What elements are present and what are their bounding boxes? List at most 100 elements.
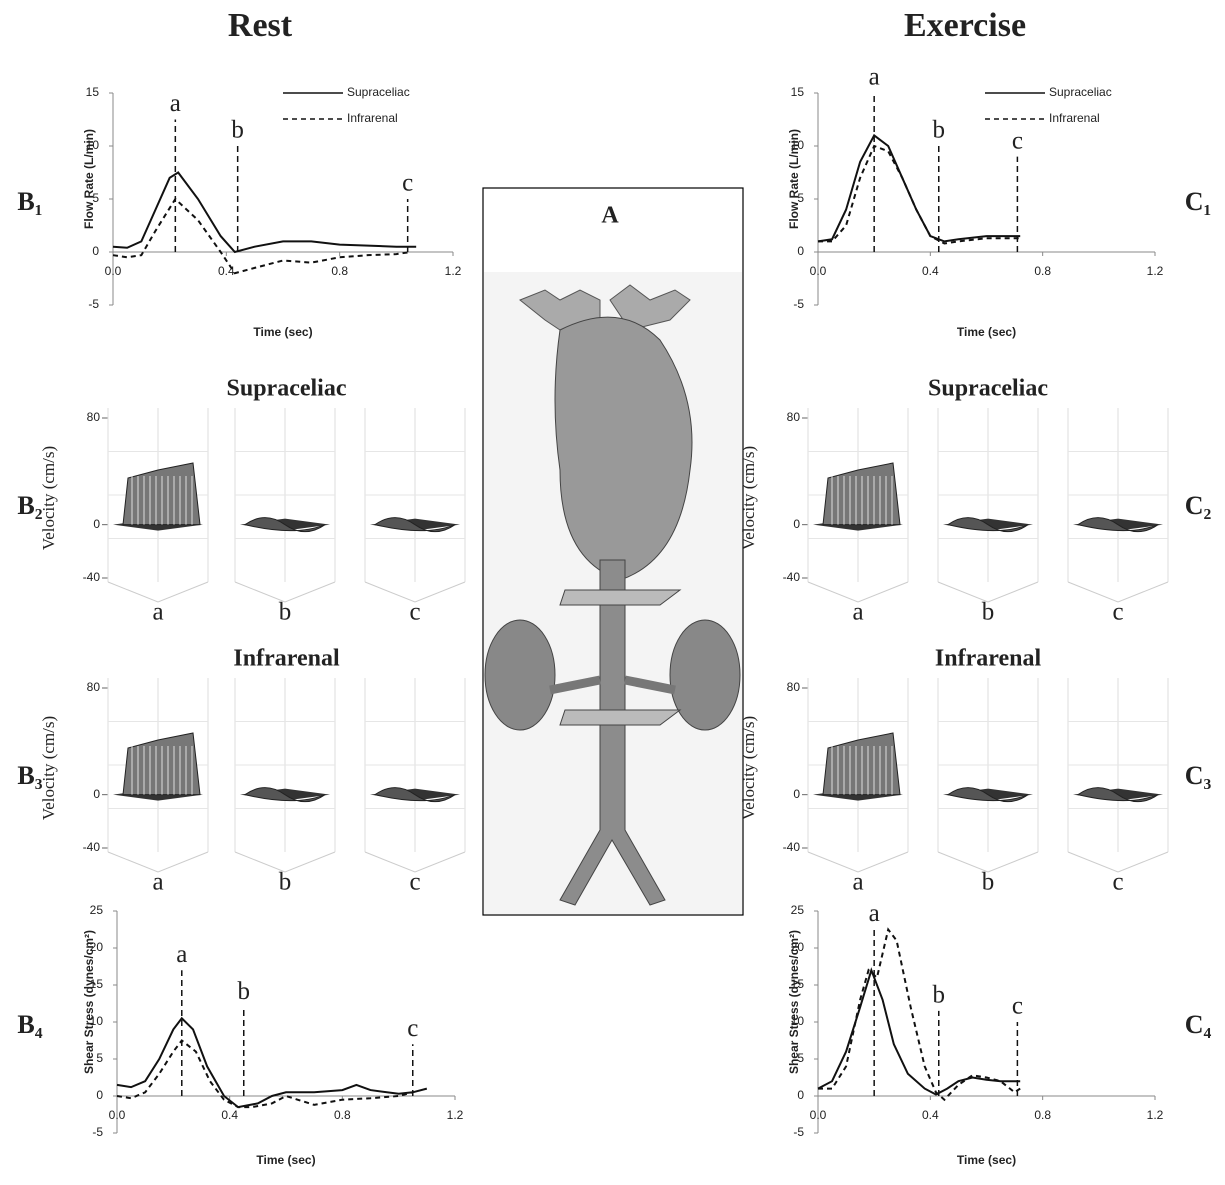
x-tick-label: 0.8 bbox=[334, 1108, 351, 1122]
x-tick-label: 0.0 bbox=[109, 1108, 126, 1122]
y-tick-label: 0 bbox=[797, 1088, 804, 1102]
surface-ripple bbox=[1076, 517, 1159, 533]
y-tick-label: 10 bbox=[791, 1014, 805, 1028]
x-tick-label: 1.2 bbox=[445, 264, 462, 278]
marker-label: b bbox=[933, 117, 946, 144]
z-axis-label: Velocity (cm/s) bbox=[739, 716, 758, 820]
x-tick-label: 0.4 bbox=[221, 1108, 238, 1122]
z-tick-label: 0 bbox=[93, 787, 100, 801]
surface-title: Supraceliac bbox=[227, 376, 347, 402]
category-label: a bbox=[852, 599, 863, 626]
panel-label: B₁ bbox=[17, 187, 42, 216]
x-axis-label: Time (sec) bbox=[957, 1153, 1016, 1167]
y-axis-label: Flow Rate (L/min) bbox=[787, 129, 801, 229]
z-tick-label: -40 bbox=[783, 840, 801, 854]
category-label: b bbox=[279, 869, 292, 896]
box-floor bbox=[937, 581, 1039, 603]
x-tick-label: 0.8 bbox=[1034, 1108, 1051, 1122]
y-tick-label: 0 bbox=[96, 1088, 103, 1102]
surface-title: Infrarenal bbox=[233, 646, 340, 672]
x-tick-label: 0.8 bbox=[1034, 264, 1051, 278]
panel-label: C₄ bbox=[1185, 1010, 1212, 1039]
category-label: c bbox=[409, 599, 420, 626]
anatomy-panel: A bbox=[482, 187, 744, 916]
panel-label: A bbox=[601, 203, 619, 229]
x-axis-label: Time (sec) bbox=[957, 325, 1016, 339]
y-tick-label: 15 bbox=[90, 977, 104, 991]
box-floor bbox=[364, 581, 466, 603]
x-axis-label: Time (sec) bbox=[253, 325, 312, 339]
surface-ripple bbox=[373, 517, 456, 533]
panel-label: C₂ bbox=[1185, 491, 1212, 520]
x-tick-label: 1.2 bbox=[1147, 1108, 1164, 1122]
category-label: c bbox=[1112, 599, 1123, 626]
surface-ripple bbox=[243, 787, 326, 803]
y-tick-label: -5 bbox=[793, 297, 804, 311]
surface-ripple bbox=[946, 787, 1029, 803]
box-floor bbox=[1067, 581, 1169, 603]
series-line bbox=[817, 133, 1021, 243]
legend-label: Infrarenal bbox=[1049, 111, 1100, 125]
series-line bbox=[112, 197, 411, 275]
y-tick-label: 25 bbox=[90, 903, 104, 917]
category-label: a bbox=[852, 869, 863, 896]
z-tick-label: -40 bbox=[783, 570, 801, 584]
marker-label: a bbox=[869, 64, 880, 91]
surface-ripple bbox=[946, 517, 1029, 533]
surface-title: Infrarenal bbox=[935, 646, 1042, 672]
x-axis-label: Time (sec) bbox=[256, 1153, 315, 1167]
marker-label: c bbox=[402, 170, 413, 197]
y-axis-label: Flow Rate (L/min) bbox=[82, 129, 96, 229]
x-tick-label: 0.0 bbox=[810, 1108, 827, 1122]
category-label: a bbox=[152, 869, 163, 896]
box-floor bbox=[234, 851, 336, 873]
box-floor bbox=[1067, 851, 1169, 873]
box-floor bbox=[364, 851, 466, 873]
x-tick-label: 0.4 bbox=[922, 1108, 939, 1122]
z-tick-label: 80 bbox=[87, 410, 101, 424]
z-tick-label: 80 bbox=[87, 680, 101, 694]
y-tick-label: -5 bbox=[793, 1125, 804, 1139]
marker-label: a bbox=[176, 941, 187, 968]
panel-label: B₂ bbox=[17, 491, 42, 520]
legend-label: Supraceliac bbox=[1049, 85, 1112, 99]
y-tick-label: 0 bbox=[92, 244, 99, 258]
z-tick-label: 0 bbox=[793, 787, 800, 801]
marker-label: b bbox=[231, 117, 244, 144]
marker-label: b bbox=[238, 978, 251, 1005]
y-tick-label: 5 bbox=[92, 191, 99, 205]
x-tick-label: 0.0 bbox=[810, 264, 827, 278]
marker-label: a bbox=[869, 900, 880, 927]
exercise-heading: Exercise bbox=[904, 7, 1026, 44]
y-tick-label: 10 bbox=[791, 138, 805, 152]
marker-label: c bbox=[407, 1015, 418, 1042]
panel-label: B₄ bbox=[17, 1010, 42, 1039]
x-tick-label: 1.2 bbox=[447, 1108, 464, 1122]
z-tick-label: 80 bbox=[787, 680, 801, 694]
y-tick-label: 0 bbox=[797, 244, 804, 258]
series-line bbox=[818, 927, 1021, 1102]
z-tick-label: -40 bbox=[83, 840, 101, 854]
y-tick-label: 5 bbox=[797, 191, 804, 205]
category-label: a bbox=[152, 599, 163, 626]
z-tick-label: -40 bbox=[83, 570, 101, 584]
z-axis-label: Velocity (cm/s) bbox=[739, 446, 758, 550]
y-tick-label: -5 bbox=[88, 297, 99, 311]
surface-ripple bbox=[373, 787, 456, 803]
z-axis-label: Velocity (cm/s) bbox=[39, 446, 58, 550]
rest-heading: Rest bbox=[228, 7, 293, 44]
category-label: b bbox=[982, 869, 995, 896]
series-line bbox=[817, 967, 1021, 1096]
marker-label: c bbox=[1012, 993, 1023, 1020]
y-tick-label: 15 bbox=[791, 977, 805, 991]
box-floor bbox=[234, 581, 336, 603]
category-label: b bbox=[279, 599, 292, 626]
x-tick-label: 0.4 bbox=[922, 264, 939, 278]
y-tick-label: 20 bbox=[90, 940, 104, 954]
box-floor bbox=[107, 581, 209, 603]
z-tick-label: 0 bbox=[793, 517, 800, 531]
y-axis-label: Shear Stress (dynes/cm²) bbox=[787, 930, 801, 1074]
panel-label: C₃ bbox=[1185, 761, 1212, 790]
series-line bbox=[116, 1039, 414, 1109]
